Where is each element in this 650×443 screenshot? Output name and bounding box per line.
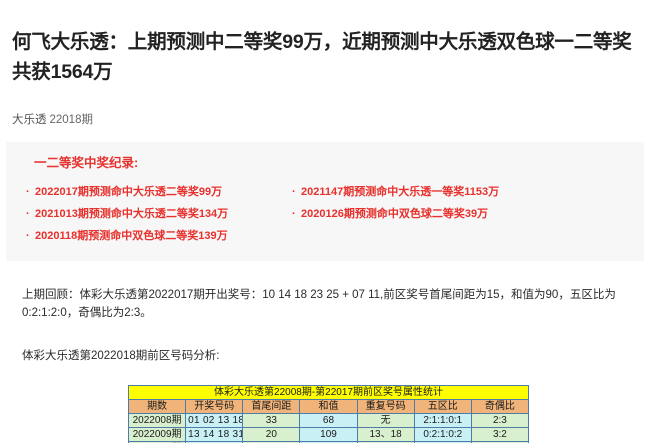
stat-table-wrapper: 体彩大乐透第22008期-第22017期前区奖号属性统计 期数 开奖号码 首尾间… <box>0 377 650 443</box>
column-header-numbers: 开奖号码 <box>185 398 244 414</box>
cell-period: 2022009期 <box>127 426 187 442</box>
list-item[interactable]: · 2020118期预测命中双色球二等奖139万 <box>26 225 284 247</box>
prize-record-panel: 一二等奖中奖纪录: · 2022017期预测命中大乐透二等奖99万 · 202101… <box>6 142 644 262</box>
bullet-icon: · <box>26 208 30 221</box>
list-item[interactable]: · 2021013期预测命中大乐透二等奖134万 <box>26 203 284 225</box>
category-label: 大乐透 <box>12 114 47 127</box>
cell-span: 33 <box>242 412 301 428</box>
analysis-paragraph: 体彩大乐透第2022018期前区号码分析: <box>22 350 220 363</box>
cell-zone: 2:1:1:0:1 <box>413 412 472 428</box>
cell-numbers: 01 02 13 18 34 + 06 07 <box>185 412 244 428</box>
cell-period: 2022008期 <box>127 412 187 428</box>
cell-zone: 0:2:1:0:2 <box>413 426 472 442</box>
bullet-icon: · <box>26 230 30 243</box>
article-meta: 大乐透 22018期 <box>0 100 650 128</box>
cell-repeat: 13、18 <box>356 426 415 442</box>
list-item[interactable]: · 2020126期预测命中双色球二等奖39万 <box>292 203 584 225</box>
table-header-row: 期数 开奖号码 首尾间距 和值 重复号码 五区比 奇偶比 <box>127 398 530 414</box>
cell-sum: 109 <box>299 426 358 442</box>
cell-oddeven: 3:2 <box>470 426 530 442</box>
column-header-period: 期数 <box>127 398 187 414</box>
list-item-label: 2021013期预测命中大乐透二等奖134万 <box>35 208 229 221</box>
bullet-icon: · <box>26 186 30 199</box>
prize-record-column-right: · 2021147期预测命中大乐透一等奖1153万 · 2020126期预测命中双色… <box>284 181 584 225</box>
prize-record-column-left: · 2022017期预测命中大乐透二等奖99万 · 2021013期预测命中大乐透二… <box>26 181 284 247</box>
table-row: 2022009期 13 14 18 31 33 + 07 10 20 109 1… <box>127 426 530 442</box>
cell-numbers: 13 14 18 31 33 + 07 10 <box>185 426 244 442</box>
issue-label: 22018期 <box>49 114 93 127</box>
prize-record-title: 一二等奖中奖纪录: <box>34 156 139 171</box>
stat-table-body: 体彩大乐透第22008期-第22017期前区奖号属性统计 期数 开奖号码 首尾间… <box>127 384 530 443</box>
list-item-label: 2022017期预测命中大乐透二等奖99万 <box>35 186 223 199</box>
table-row: 2022008期 01 02 13 18 34 + 06 07 33 68 无 … <box>127 412 530 428</box>
column-header-oddeven: 奇偶比 <box>470 398 530 414</box>
column-header-sum: 和值 <box>299 398 358 414</box>
table-caption: 体彩大乐透第22008期-第22017期前区奖号属性统计 <box>128 384 529 400</box>
cell-sum: 68 <box>299 412 358 428</box>
column-header-repeat: 重复号码 <box>356 398 415 414</box>
article-page: 何飞大乐透：上期预测中二等奖99万，近期预测中大乐透双色球一二等奖共获1564万… <box>0 13 650 443</box>
review-paragraph: 上期回顾：体彩大乐透第2022017期开出奖号：10 14 18 23 25 +… <box>22 288 616 319</box>
list-item[interactable]: · 2022017期预测命中大乐透二等奖99万 <box>26 181 284 203</box>
prize-record-columns: · 2022017期预测命中大乐透二等奖99万 · 2021013期预测命中大乐透二… <box>6 181 644 247</box>
prize-attribute-table: 体彩大乐透第22008期-第22017期前区奖号属性统计 期数 开奖号码 首尾间… <box>127 384 530 443</box>
list-item-label: 2020126期预测命中双色球二等奖39万 <box>301 208 489 221</box>
cell-span: 20 <box>242 426 301 442</box>
bullet-icon: · <box>292 186 296 199</box>
cell-repeat: 无 <box>356 412 415 428</box>
list-item-label: 2021147期预测命中大乐透一等奖1153万 <box>301 186 500 199</box>
list-item-label: 2020118期预测命中双色球二等奖139万 <box>35 230 228 243</box>
bullet-icon: · <box>292 208 296 221</box>
column-header-zone: 五区比 <box>413 398 472 414</box>
page-title: 何飞大乐透：上期预测中二等奖99万，近期预测中大乐透双色球一二等奖共获1564万 <box>12 31 632 84</box>
list-item[interactable]: · 2021147期预测命中大乐透一等奖1153万 <box>292 181 584 203</box>
table-caption-row: 体彩大乐透第22008期-第22017期前区奖号属性统计 <box>128 384 529 400</box>
cell-oddeven: 2:3 <box>470 412 530 428</box>
column-header-span: 首尾间距 <box>242 398 301 414</box>
